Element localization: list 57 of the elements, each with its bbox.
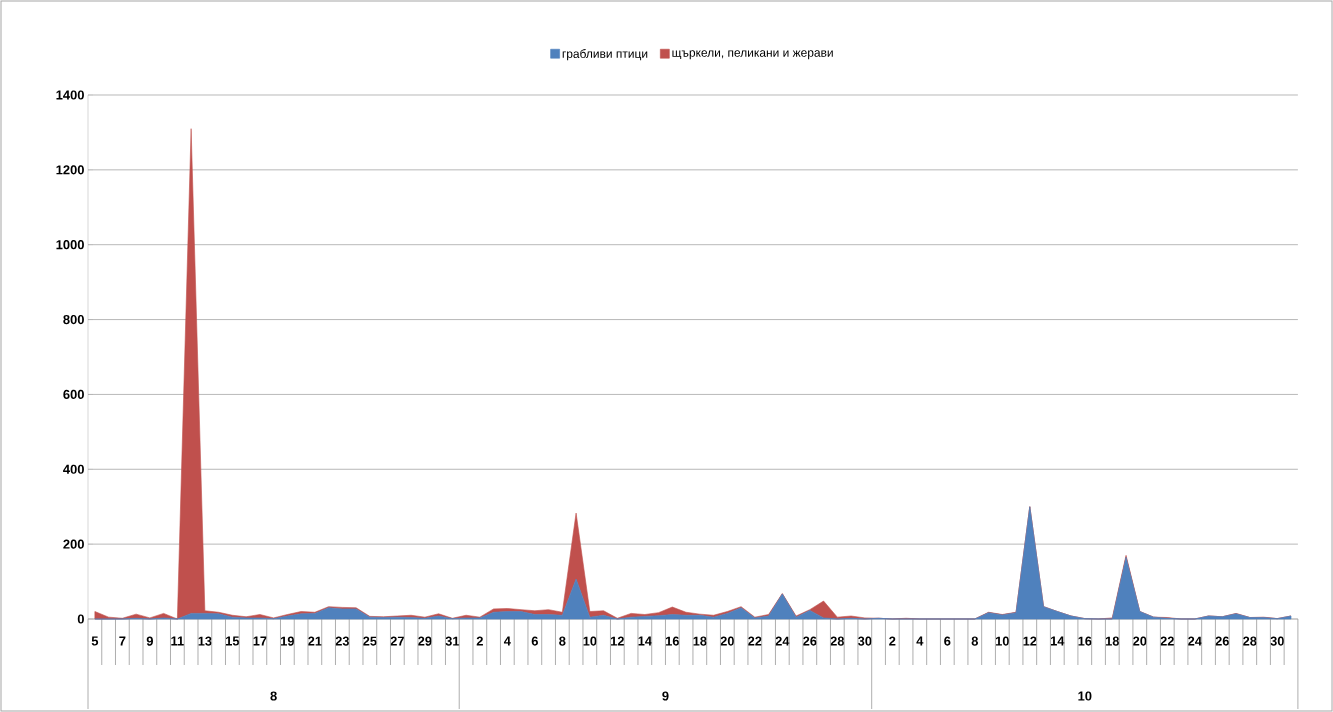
x-tick-label: 31 — [445, 636, 460, 646]
x-tick-label: 4 — [503, 636, 511, 646]
x-tick-label: 26 — [803, 636, 817, 646]
x-tick-label: 24 — [775, 636, 790, 646]
x-tick-label: 6 — [944, 636, 951, 646]
x-tick-label: 7 — [119, 636, 126, 646]
text: 10 — [1078, 691, 1092, 701]
x-tick-label: 6 — [531, 636, 538, 646]
y-tick-label: 200 — [63, 539, 84, 549]
x-tick-label: 2 — [476, 636, 483, 646]
x-tick-label: 4 — [916, 636, 924, 646]
x-tick-label: 20 — [1133, 636, 1147, 646]
x-tick-label: 5 — [91, 636, 99, 646]
x-tick-label: 18 — [1105, 636, 1120, 646]
y-tick-label: 1000 — [56, 240, 84, 250]
x-tick-label: 17 — [253, 636, 267, 646]
x-tick-label: 24 — [1188, 636, 1202, 646]
y-tick-label: 600 — [63, 389, 84, 400]
x-tick-label: 30 — [1270, 636, 1284, 646]
x-tick-label: 28 — [1243, 636, 1257, 646]
x-tick-label: 20 — [720, 636, 734, 646]
x-tick-label: 21 — [308, 636, 322, 646]
x-tick-label: 22 — [1160, 636, 1174, 646]
x-tick-label: 12 — [610, 636, 625, 646]
x-tick-label: 12 — [1023, 636, 1037, 646]
x-tick-label: 10 — [995, 636, 1009, 646]
x-tick-label: 11 — [171, 636, 184, 646]
x-tick-label: 10 — [583, 636, 597, 646]
x-tick-label: 16 — [1078, 636, 1092, 646]
y-tick-label: 1200 — [56, 165, 84, 175]
x-tick-label: 22 — [748, 636, 762, 646]
y-tick-label: 800 — [63, 314, 84, 325]
text: 9 — [662, 691, 669, 701]
y-tick-label: 400 — [63, 464, 84, 474]
legend-label: щъркели, пеликани и жерави — [672, 50, 833, 60]
x-tick-label: 25 — [363, 636, 377, 646]
text: 8 — [270, 691, 277, 701]
x-tick-label: 16 — [665, 636, 680, 646]
x-tick-label: 14 — [638, 636, 652, 646]
y-tick-label: 1400 — [56, 90, 84, 100]
x-tick-label: 2 — [889, 636, 896, 646]
x-tick-label: 13 — [198, 636, 212, 646]
x-tick-label: 15 — [225, 636, 240, 646]
x-tick-label: 18 — [693, 636, 707, 646]
x-tick-label: 23 — [335, 636, 350, 646]
x-tick-label: 26 — [1215, 636, 1230, 646]
x-tick-label: 8 — [559, 636, 566, 646]
x-tick-label: 9 — [146, 636, 153, 646]
x-tick-label: 29 — [418, 636, 432, 646]
x-tick-label: 30 — [857, 636, 872, 646]
legend-label: грабливи птици — [562, 49, 648, 61]
x-tick-label: 14 — [1050, 636, 1065, 646]
x-tick-label: 19 — [280, 636, 295, 646]
x-tick-label: 8 — [971, 636, 979, 646]
y-tick-label: 0 — [77, 614, 84, 624]
x-tick-label: 28 — [830, 636, 845, 646]
x-tick-label: 27 — [390, 636, 404, 646]
